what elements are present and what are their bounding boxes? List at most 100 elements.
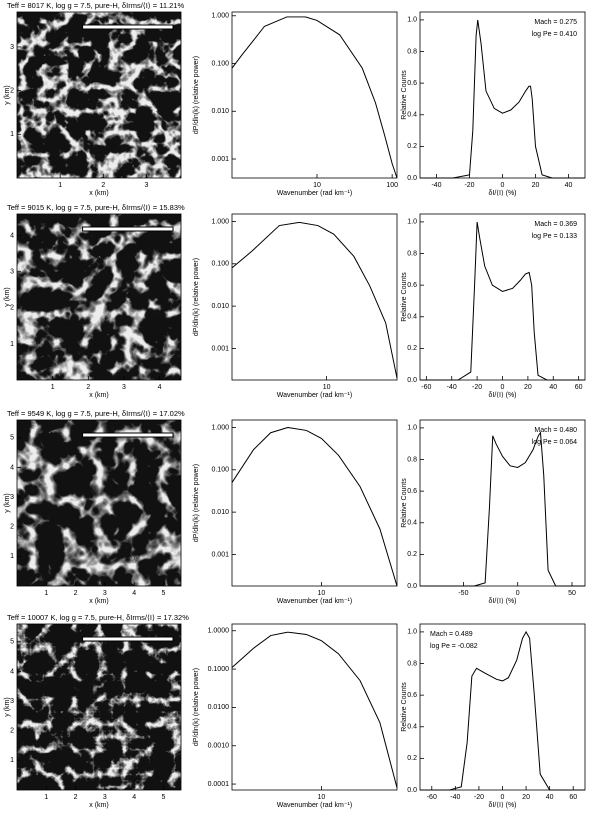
x-tick-label: 4 (132, 590, 136, 597)
x-tick-label: 1 (44, 794, 48, 801)
y-tick-label: 0.8 (407, 456, 417, 463)
y-tick-label: 1.000 (211, 13, 229, 20)
y-tick-label: 0.2 (407, 755, 417, 762)
y-tick-label: 0.0 (407, 175, 417, 182)
x-tick-label: 4 (132, 794, 136, 801)
y-tick-label: 1.0 (407, 629, 417, 636)
x-tick-label: 3 (103, 794, 107, 801)
x-axis-label: δI/⟨I⟩ (%) (488, 189, 516, 197)
y-tick-label: 0.6 (407, 488, 417, 495)
data-line (232, 427, 397, 586)
y-tick-label: 0.010 (211, 509, 229, 516)
y-tick-label: 0.8 (407, 48, 417, 55)
y-tick-label: 0.8 (407, 250, 417, 257)
y-tick-label: 0.4 (407, 314, 417, 321)
y-tick-label: 0.0 (407, 787, 417, 794)
panel-title: Teff = 10007 K, log g = 7.5, pure-H, δIr… (7, 613, 189, 622)
y-axis-label: Relative Counts (401, 70, 408, 120)
x-axis-label: x (km) (89, 392, 108, 399)
y-tick-label: 3 (10, 698, 14, 705)
y-tick-label: 2 (10, 87, 14, 94)
y-tick-label: 4 (10, 668, 14, 675)
axes-frame (16, 419, 182, 587)
y-tick-label: 3 (10, 269, 14, 276)
x-tick-label: -40 (450, 794, 460, 801)
y-tick-label: 1.0 (407, 17, 417, 24)
axes-frame (231, 623, 398, 791)
y-tick-label: 1 (10, 757, 14, 764)
y-axis-label: Relative Counts (401, 682, 408, 732)
y-axis-label: Relative Counts (401, 272, 408, 322)
x-axis-label: Wavenumber (rad km⁻¹) (277, 598, 352, 605)
y-tick-label: 0.0001 (208, 781, 230, 788)
x-tick-label: 3 (103, 590, 107, 597)
y-tick-label: 3 (10, 44, 14, 51)
y-tick-label: 4 (10, 232, 14, 239)
x-axis-label: Wavenumber (rad km⁻¹) (277, 190, 352, 197)
x-tick-label: 2 (86, 384, 90, 391)
y-axis-label: y (km) (4, 493, 11, 512)
y-tick-label: 1.0 (407, 425, 417, 432)
y-axis-label: dP/dln(k) (relative power) (193, 668, 200, 746)
x-tick-label: 10 (313, 182, 321, 189)
y-tick-label: 0.6 (407, 692, 417, 699)
x-tick-label: 1 (44, 590, 48, 597)
x-axis-label: δI/⟨I⟩ (%) (488, 597, 516, 605)
data-line (420, 433, 585, 586)
data-line (232, 632, 397, 788)
x-axis-label: x (km) (89, 802, 108, 809)
y-tick-label: 0.100 (211, 60, 229, 67)
data-line (232, 222, 397, 378)
x-tick-label: -20 (464, 182, 474, 189)
x-tick-label: 40 (549, 384, 557, 391)
x-tick-label: 5 (161, 794, 165, 801)
y-tick-label: 5 (10, 639, 14, 646)
panel-title: Teff = 9549 K, log g = 7.5, pure-H, δIrm… (7, 409, 185, 418)
x-tick-label: -40 (431, 182, 441, 189)
axes-frame (16, 11, 182, 179)
axes-frame (16, 623, 182, 791)
y-axis-label: y (km) (4, 287, 11, 306)
y-axis-label: y (km) (4, 85, 11, 104)
y-tick-label: 0.001 (211, 345, 229, 352)
y-tick-label: 5 (10, 435, 14, 442)
axes-frame (231, 213, 398, 381)
x-tick-label: -60 (427, 794, 437, 801)
x-tick-label: 100 (386, 182, 398, 189)
y-axis-label: Relative Counts (401, 478, 408, 528)
y-tick-label: 2 (10, 728, 14, 735)
x-tick-label: 0 (501, 794, 505, 801)
x-tick-label: 50 (568, 590, 576, 597)
axes-frame (231, 419, 398, 587)
axes-frame (231, 11, 398, 179)
y-axis-label: dP/dln(k) (relative power) (193, 56, 200, 134)
y-tick-label: 1 (10, 553, 14, 560)
data-line (232, 17, 397, 178)
y-tick-label: 0.2 (407, 551, 417, 558)
x-tick-label: 2 (74, 794, 78, 801)
data-line (420, 20, 585, 178)
x-tick-label: 40 (565, 182, 573, 189)
x-tick-label: 2 (74, 590, 78, 597)
annotation: Mach = 0.369 (534, 221, 577, 228)
scale-bar (82, 432, 174, 438)
x-tick-label: -20 (474, 794, 484, 801)
x-tick-label: 40 (546, 794, 554, 801)
x-tick-label: -20 (472, 384, 482, 391)
x-axis-label: δI/⟨I⟩ (%) (488, 391, 516, 399)
x-axis-label: x (km) (89, 190, 108, 197)
y-tick-label: 0.0010 (208, 743, 230, 750)
x-axis-label: Wavenumber (rad km⁻¹) (277, 802, 352, 809)
x-tick-label: 10 (323, 384, 331, 391)
y-tick-label: 1.0000 (208, 628, 230, 635)
scale-bar (82, 636, 174, 642)
y-tick-label: 0.8 (407, 660, 417, 667)
y-tick-label: 0.010 (211, 108, 229, 115)
y-tick-label: 2 (10, 524, 14, 531)
x-tick-label: 5 (161, 590, 165, 597)
intensity-map (17, 420, 181, 586)
data-line (420, 632, 585, 790)
axes-frame (419, 419, 586, 587)
x-tick-label: 0 (516, 590, 520, 597)
panel-title: Teff = 8017 K, log g = 7.5, pure-H, δIrm… (7, 1, 184, 10)
